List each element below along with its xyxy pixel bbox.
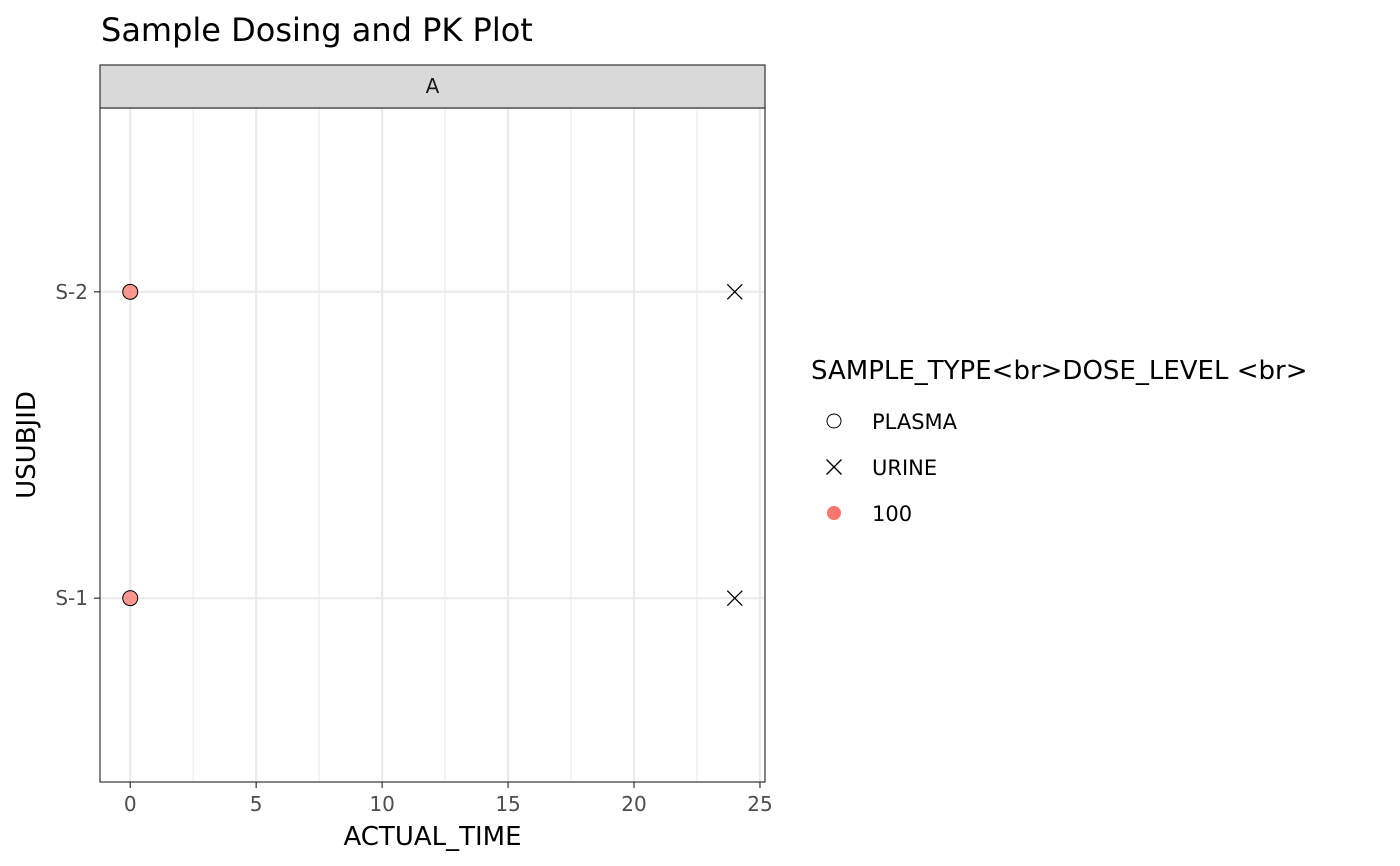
legend-label: PLASMA: [872, 410, 958, 434]
x-axis-title: ACTUAL_TIME: [343, 822, 521, 852]
facet-strip-background: [99, 64, 766, 109]
y-axis: S-1 S-2: [55, 280, 100, 610]
facet-strip: A: [99, 64, 766, 109]
legend-key-cross: [826, 459, 842, 475]
legend-key-filled-circle: [827, 506, 841, 520]
x-tick-label: 0: [124, 792, 137, 816]
urine-point: [726, 283, 743, 300]
chart-title: Sample Dosing and PK Plot: [101, 11, 533, 49]
grid-lines: [100, 108, 765, 782]
plot-panel: [99, 107, 766, 783]
legend: SAMPLE_TYPE<br>DOSE_LEVEL <br> PLASMA URI…: [811, 356, 1308, 526]
x-tick-label: 15: [495, 792, 520, 816]
plasma-point: [122, 590, 139, 607]
urine-point: [726, 590, 743, 607]
y-axis-title: USUBJID: [12, 391, 42, 499]
panel-background: [100, 108, 765, 782]
legend-title: SAMPLE_TYPE<br>DOSE_LEVEL <br>: [811, 356, 1308, 386]
legend-key-open-circle: [826, 413, 842, 429]
data-marks: [122, 283, 743, 607]
x-tick-label: 20: [621, 792, 646, 816]
x-axis: 0 5 10 15 20 25: [124, 782, 773, 816]
x-tick-label: 25: [747, 792, 772, 816]
plasma-point: [122, 283, 139, 300]
legend-label: URINE: [872, 456, 937, 480]
legend-label: 100: [872, 502, 912, 526]
x-tick-label: 10: [369, 792, 394, 816]
x-tick-label: 5: [250, 792, 263, 816]
y-tick-label: S-2: [55, 280, 88, 304]
y-tick-label: S-1: [55, 586, 88, 610]
facet-strip-label: A: [426, 74, 440, 98]
